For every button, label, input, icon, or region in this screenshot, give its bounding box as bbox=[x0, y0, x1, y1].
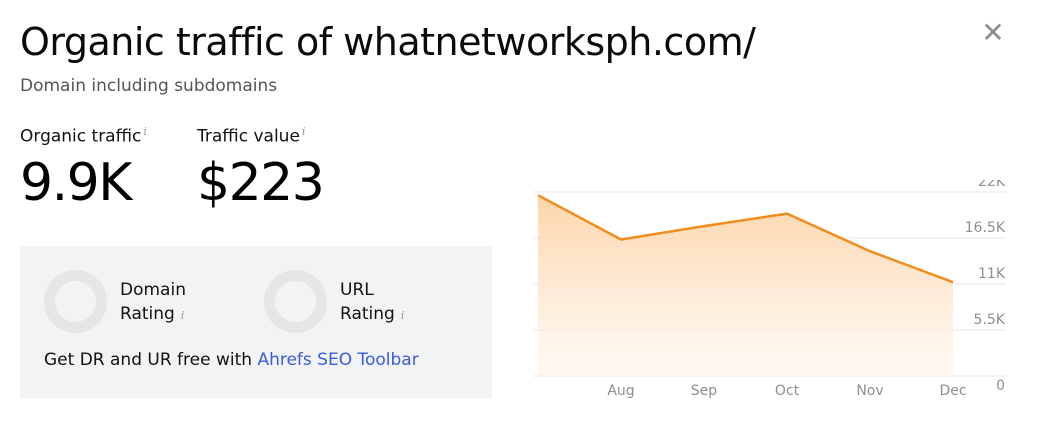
organic-traffic-value: 9.9K bbox=[20, 152, 132, 213]
info-icon[interactable]: i bbox=[400, 309, 405, 322]
domain-rating-ring bbox=[44, 270, 107, 333]
traffic-line bbox=[537, 194, 954, 284]
traffic-value-amount: $223 bbox=[197, 152, 325, 213]
url-rating-ring bbox=[264, 270, 327, 333]
x-tick-label: Oct bbox=[775, 383, 800, 399]
x-tick-label: Aug bbox=[607, 383, 634, 399]
y-tick-label: 5.5K bbox=[974, 312, 1006, 328]
info-icon[interactable]: i bbox=[143, 125, 147, 138]
info-icon[interactable]: i bbox=[180, 309, 185, 322]
traffic-value-metric: Traffic value i $223 bbox=[197, 125, 325, 213]
x-tick-label: Nov bbox=[856, 383, 883, 399]
y-tick-label: 11K bbox=[978, 266, 1006, 282]
organic-traffic-metric: Organic traffic i 9.9K bbox=[20, 125, 147, 209]
x-tick-label: Sep bbox=[691, 383, 718, 399]
url-rating-label: URL Rating i bbox=[340, 280, 405, 324]
y-tick-label: 16.5K bbox=[965, 220, 1006, 236]
domain-rating-label: Domain Rating i bbox=[120, 280, 186, 324]
traffic-value-label: Traffic value i bbox=[197, 125, 306, 147]
info-icon[interactable]: i bbox=[301, 125, 306, 138]
page-subtitle: Domain including subdomains bbox=[20, 76, 278, 96]
ratings-panel: Domain Rating i URL Rating i Get DR and UR… bbox=[20, 246, 492, 398]
traffic-chart: 22K 16.5K 11K 5.5K 0 Aug Sep Oct Nov Dec bbox=[533, 180, 1006, 399]
x-tick-label: Dec bbox=[939, 383, 966, 399]
traffic-area bbox=[538, 195, 953, 376]
y-tick-label: 22K bbox=[978, 180, 1006, 190]
organic-traffic-label: Organic traffic i bbox=[20, 125, 147, 147]
close-icon[interactable]: ✕ bbox=[981, 16, 1005, 49]
page-title: Organic traffic of whatnetworksph.com/ bbox=[20, 20, 756, 64]
toolbar-cta: Get DR and UR free with Ahrefs SEO Toolb… bbox=[44, 350, 419, 370]
ahrefs-toolbar-link[interactable]: Ahrefs SEO Toolbar bbox=[257, 350, 419, 370]
y-tick-label: 0 bbox=[996, 378, 1005, 394]
